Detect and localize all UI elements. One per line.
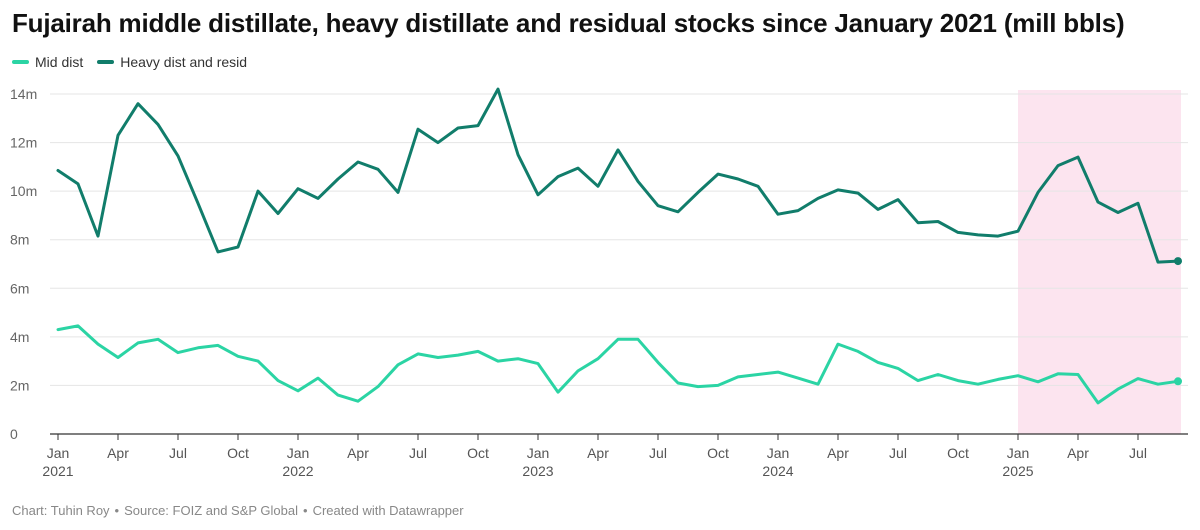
y-tick-label: 14m [10,86,37,102]
x-tick-label: Jan [47,445,70,461]
highlight-band [1018,90,1181,434]
series-line-heavy-dist [56,87,1180,264]
legend: Mid dist Heavy dist and resid [12,54,247,70]
x-tick-label: Jul [889,445,907,461]
x-tick-label: Apr [347,445,369,461]
y-tick-label: 2m [10,377,29,393]
x-tick-label: Oct [227,445,249,461]
x-tick-year-label: 2022 [282,463,313,479]
footer-credit: Chart: Tuhin Roy [12,503,110,518]
x-tick-label: Apr [107,445,129,461]
legend-item-heavy-dist: Heavy dist and resid [97,54,247,70]
y-tick-label: 4m [10,329,29,345]
x-tick-label: Apr [1067,445,1089,461]
footer-tool: Created with Datawrapper [312,503,464,518]
x-tick-label: Jan [767,445,790,461]
end-marker-mid-dist [1174,377,1182,386]
legend-label-heavy-dist: Heavy dist and resid [120,54,248,70]
end-marker-heavy-dist [1174,257,1182,266]
x-tick-label: Oct [467,445,489,461]
x-tick-year-label: 2024 [762,463,793,479]
chart-title: Fujairah middle distillate, heavy distil… [12,8,1125,38]
footer: Chart: Tuhin Roy • Source: FOIZ and S&P Gl… [12,503,464,518]
x-tick-label: Oct [707,445,729,461]
y-tick-label: 12m [10,135,37,151]
y-tick-label: 0 [10,426,18,442]
footer-separator: • [114,503,120,518]
y-tick-label: 6m [10,280,29,296]
legend-label-mid-dist: Mid dist [35,54,84,70]
legend-swatch-mid-dist [12,60,29,64]
grid-group [50,93,1188,386]
x-tick-label: Jul [409,445,427,461]
x-axis: Jan 2021 Apr Jul Oct Jan 2022 Apr Jul Oct Jan 2023 A… [42,433,1188,479]
x-tick-label: Apr [827,445,849,461]
x-tick-label: Jul [1129,445,1147,461]
x-tick-label: Jan [1007,445,1030,461]
series-group [56,87,1182,405]
x-tick-label: Apr [587,445,609,461]
x-tick-label: Jul [649,445,667,461]
x-tick-year-label: 2021 [42,463,73,479]
x-tick-label: Oct [947,445,969,461]
legend-swatch-heavy-dist [97,60,115,64]
x-tick-label: Jan [527,445,550,461]
y-tick-label: 10m [10,183,37,199]
x-tick-year-label: 2023 [522,463,553,479]
footer-separator: • [303,503,308,518]
highlight-band-group [1018,90,1181,434]
x-tick-year-label: 2025 [1002,463,1033,479]
y-tick-labels: 0 2m 4m 6m 8m 10m 12m 14m [10,86,37,442]
x-tick-label: Jul [169,445,187,461]
x-tick-label: Jan [287,445,310,461]
y-tick-label: 8m [10,232,29,248]
footer-source: Source: FOIZ and S&P Global [124,503,299,518]
legend-item-mid-dist: Mid dist [12,54,83,70]
series-line-mid-dist [56,324,1180,405]
